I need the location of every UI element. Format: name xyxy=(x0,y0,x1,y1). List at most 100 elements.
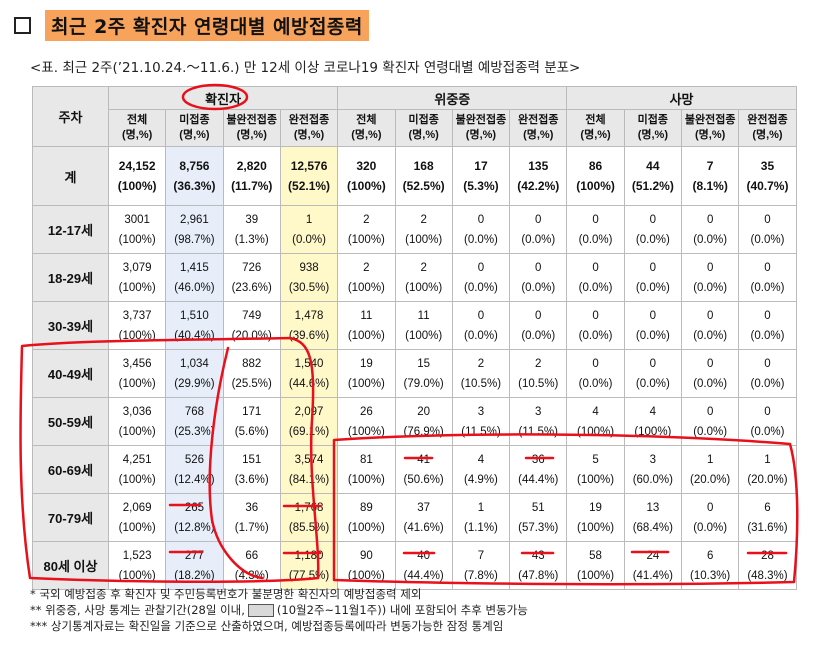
table-cell: 1,540 (44.6%) xyxy=(279,349,339,398)
cell-percent: (100%) xyxy=(118,473,156,486)
table-cell: 0 (0.0%) xyxy=(680,253,740,302)
table-cell: 0 (0.0%) xyxy=(451,205,511,254)
cell-percent: (0.0%) xyxy=(521,329,556,342)
cell-count: 28 xyxy=(761,549,774,562)
subheader-6: 불완전접종 (명,%) xyxy=(451,109,511,147)
subheader-unit: (명,%) xyxy=(580,129,611,141)
table-cell: 151 (3.6%) xyxy=(222,445,281,494)
table-cell: 882 (25.5%) xyxy=(222,349,281,398)
table-cell: 320 (100%) xyxy=(337,146,396,206)
cell-percent: (100%) xyxy=(347,473,385,486)
table-cell: 726 (23.6%) xyxy=(222,253,281,302)
cell-percent: (29.9%) xyxy=(174,377,215,390)
cell-percent: (12.8%) xyxy=(174,521,215,534)
table-cell: 39 (1.3%) xyxy=(222,205,281,254)
cell-percent: (0.0%) xyxy=(635,377,670,390)
footnote-2-start: ** 위중증, 사망 통계는 관찰기간(28일 이내, xyxy=(30,603,245,617)
cell-count: 1,478 xyxy=(294,309,324,322)
table-cell: 2 (100%) xyxy=(394,253,453,302)
cell-count: 3 xyxy=(649,453,657,466)
table-cell: 11 (100%) xyxy=(337,301,396,350)
table-cell: 3 (11.5%) xyxy=(451,397,511,446)
cell-count: 1 xyxy=(764,453,771,466)
table-row: 70-79세 2,069 (100%) 265 (12.8%) 36 (1.7%) 1,768… xyxy=(32,493,797,542)
cell-percent: (100%) xyxy=(118,569,156,582)
subheader-0: 전체 (명,%) xyxy=(107,109,167,147)
cell-count: 265 xyxy=(184,501,205,514)
cell-count: 0 xyxy=(706,405,714,418)
table-cell: 168 (52.5%) xyxy=(394,146,453,206)
cell-count: 3,737 xyxy=(122,309,152,322)
table-cell: 0 (0.0%) xyxy=(509,301,568,350)
cell-count: 882 xyxy=(242,357,262,370)
subheader-unit: (명,%) xyxy=(695,129,726,141)
cell-count: 0 xyxy=(477,309,485,322)
cell-percent: (0.0%) xyxy=(750,377,785,390)
cell-count: 90 xyxy=(359,549,373,562)
cell-count: 0 xyxy=(535,213,542,226)
cell-count: 0 xyxy=(706,261,714,274)
group-confirmed: 확진자 xyxy=(107,86,339,110)
subheader-unit: (명,%) xyxy=(236,129,267,141)
cell-percent: (20.0%) xyxy=(690,473,731,486)
table-row: 12-17세 3001 (100%) 2,961 (98.7%) 39 (1.3%) 1 (0.… xyxy=(32,205,797,254)
footnote-2-end: (10월2주~11월1주)) 내에 포함되어 추후 변동가능 xyxy=(276,603,528,617)
cell-count: 1,523 xyxy=(122,549,152,562)
cell-percent: (3.6%) xyxy=(234,473,269,486)
cell-percent: (0.0%) xyxy=(521,281,556,294)
cell-count: 2,097 xyxy=(294,405,324,418)
row-label: 18-29세 xyxy=(32,253,109,302)
cell-percent: (30.5%) xyxy=(288,281,330,294)
cell-percent: (100%) xyxy=(634,425,672,438)
table-cell: 0 (0.0%) xyxy=(680,397,740,446)
table-cell: 277 (18.2%) xyxy=(165,541,224,590)
footnote-3: *** 상기통계자료는 확진일을 기준으로 산출하였으며, 예방접종등록에따라 … xyxy=(30,619,504,633)
table-cell: 3 (11.5%) xyxy=(509,397,568,446)
cell-percent: (100%) xyxy=(118,329,156,342)
table-cell: 3 (60.0%) xyxy=(623,445,683,494)
cell-percent: (100%) xyxy=(405,233,443,246)
cell-count: 3,036 xyxy=(122,405,152,418)
table-cell: 19 (100%) xyxy=(566,493,625,542)
cell-count: 3,456 xyxy=(122,357,152,370)
cell-percent: (98.7%) xyxy=(174,233,215,246)
cell-percent: (4.9%) xyxy=(464,473,498,486)
cell-count: 24,152 xyxy=(118,159,156,173)
cell-percent: (100%) xyxy=(118,425,156,438)
subheader-7: 완전접종 (명,%) xyxy=(509,109,568,147)
cell-count: 277 xyxy=(184,549,205,562)
cell-count: 0 xyxy=(649,213,657,226)
table-cell: 0 (0.0%) xyxy=(509,253,568,302)
table-cell: 36 (1.7%) xyxy=(222,493,281,542)
week-header: 주차 xyxy=(32,86,109,147)
cell-count: 2,961 xyxy=(180,213,209,226)
cell-count: 0 xyxy=(649,357,657,370)
cell-count: 19 xyxy=(589,501,602,514)
subheader-unit: (명,%) xyxy=(637,129,668,141)
cell-percent: (52.5%) xyxy=(402,179,445,193)
table-cell: 2 (100%) xyxy=(337,205,396,254)
checkbox-square xyxy=(14,16,31,34)
table-cell: 3,737 (100%) xyxy=(107,301,167,350)
cell-count: 19 xyxy=(359,357,373,370)
cell-percent: (40.4%) xyxy=(174,329,215,342)
cell-percent: (100%) xyxy=(405,281,443,294)
table-cell: 0 (0.0%) xyxy=(680,301,740,350)
subheader-label: 미접종 xyxy=(637,114,669,126)
cell-percent: (25.3%) xyxy=(174,425,215,438)
cell-count: 41 xyxy=(417,453,431,466)
cell-count: 135 xyxy=(528,159,549,173)
table-cell: 135 (42.2%) xyxy=(509,146,568,206)
subheader-label: 전체 xyxy=(356,114,377,126)
table-row: 18-29세 3,079 (100%) 1,415 (46.0%) 726 (23.6%) 9… xyxy=(32,253,797,302)
row-label: 50-59세 xyxy=(32,397,109,446)
table-row: 30-39세 3,737 (100%) 1,510 (40.4%) 749 (20.0%) 1… xyxy=(32,301,797,350)
subheader-2: 불완전접종 (명,%) xyxy=(222,109,281,147)
cell-count: 168 xyxy=(413,159,434,173)
cell-percent: (12.4%) xyxy=(174,473,215,486)
cell-count: 1,415 xyxy=(180,261,209,274)
subheader-unit: (명,%) xyxy=(523,129,554,141)
cell-count: 13 xyxy=(646,501,660,514)
cell-percent: (60.0%) xyxy=(632,473,673,486)
table-cell: 2,069 (100%) xyxy=(107,493,167,542)
